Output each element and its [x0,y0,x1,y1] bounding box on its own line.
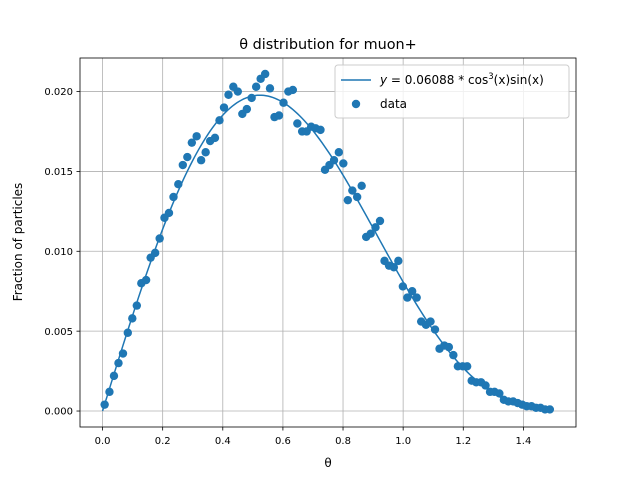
legend-box [334,64,570,119]
data-point [155,234,164,243]
x-tick-label: 0.8 [335,436,351,447]
legend-fit-label-sup: 3 [488,72,493,82]
data-point [430,325,440,334]
data-point [334,148,344,157]
data-point [366,229,375,238]
data-point [219,103,229,112]
y-tick-label: 0.015 [44,167,73,178]
legend-fit-label-suffix: (x)sin(x) [494,73,544,87]
legend-fit-label: y = 0.06088 * cos3(x)sin(x) [379,72,544,87]
data-point [196,156,206,165]
x-tick-label: 1.0 [395,436,411,447]
data-point [371,223,380,232]
data-point [150,248,160,258]
data-point [279,98,288,107]
data-point [118,349,128,358]
data-point [462,362,472,371]
data-point [449,350,458,360]
y-tick-label: 0.020 [44,87,73,98]
x-axis-label: θ [324,456,331,470]
data-point [224,90,233,99]
data-point [348,186,357,195]
legend-fit-label-mid: = 0.06088 * cos [387,73,488,87]
legend-data-label: data [380,97,407,111]
data-point [329,156,339,165]
data-point [495,389,504,398]
data-point [352,192,362,202]
data-point [274,111,284,120]
legend-fit-label-prefix: y [379,73,388,87]
data-point [389,263,399,272]
x-tick-label: 0.6 [275,436,291,447]
data-point [251,82,261,91]
data-point [426,317,435,326]
y-axis-label: Fraction of particles [11,183,25,302]
data-point [105,387,114,397]
x-tick-label: 0.0 [95,436,111,447]
y-tick-label: 0.000 [44,407,73,418]
data-point [109,371,119,381]
data-point [242,104,252,114]
x-tick-label: 0.2 [155,436,171,447]
data-point [375,216,385,226]
y-tick-label: 0.010 [44,247,73,258]
chart-title: θ distribution for muon+ [239,37,416,53]
legend-data-swatch [351,99,361,109]
data-point [545,405,555,414]
data-point [164,208,174,218]
x-tick-label: 0.4 [215,436,231,447]
data-point [201,148,210,157]
data-point [169,192,178,202]
y-tick-label: 0.005 [44,327,73,338]
data-point [174,179,183,189]
data-point [343,195,353,205]
x-axis-ticks: 0.0 0.2 0.4 0.6 0.8 1.0 1.2 1.4 [95,427,531,447]
data-point [233,87,243,96]
data-point [187,138,197,147]
data-point [183,152,192,162]
legend: y = 0.06088 * cos3(x)sin(x) data [334,64,570,119]
x-tick-label: 1.4 [515,436,531,447]
data-point [412,293,421,302]
data-points [100,69,555,414]
data-point [339,159,348,168]
data-point [114,358,123,368]
data-point [141,275,151,285]
data-point [128,314,137,323]
data-point [357,181,366,190]
data-point [481,381,490,390]
data-point [247,93,256,103]
plot-frame [79,57,577,428]
data-point [192,132,201,141]
y-axis-ticks: 0.000 0.005 0.010 0.015 0.020 [44,87,80,418]
data-point [403,293,412,302]
data-point [123,328,132,337]
x-tick-label: 1.2 [455,436,471,447]
data-point [215,116,224,125]
data-point [210,133,220,143]
data-point [407,287,417,296]
data-point [265,84,275,93]
data-point [398,282,408,291]
data-point [178,160,188,170]
data-point [132,301,142,310]
data-point [293,119,302,128]
data-point [100,400,109,409]
data-point [394,256,403,266]
data-point [444,342,454,352]
data-point [316,125,325,135]
data-point [260,69,270,79]
data-point [288,85,298,95]
